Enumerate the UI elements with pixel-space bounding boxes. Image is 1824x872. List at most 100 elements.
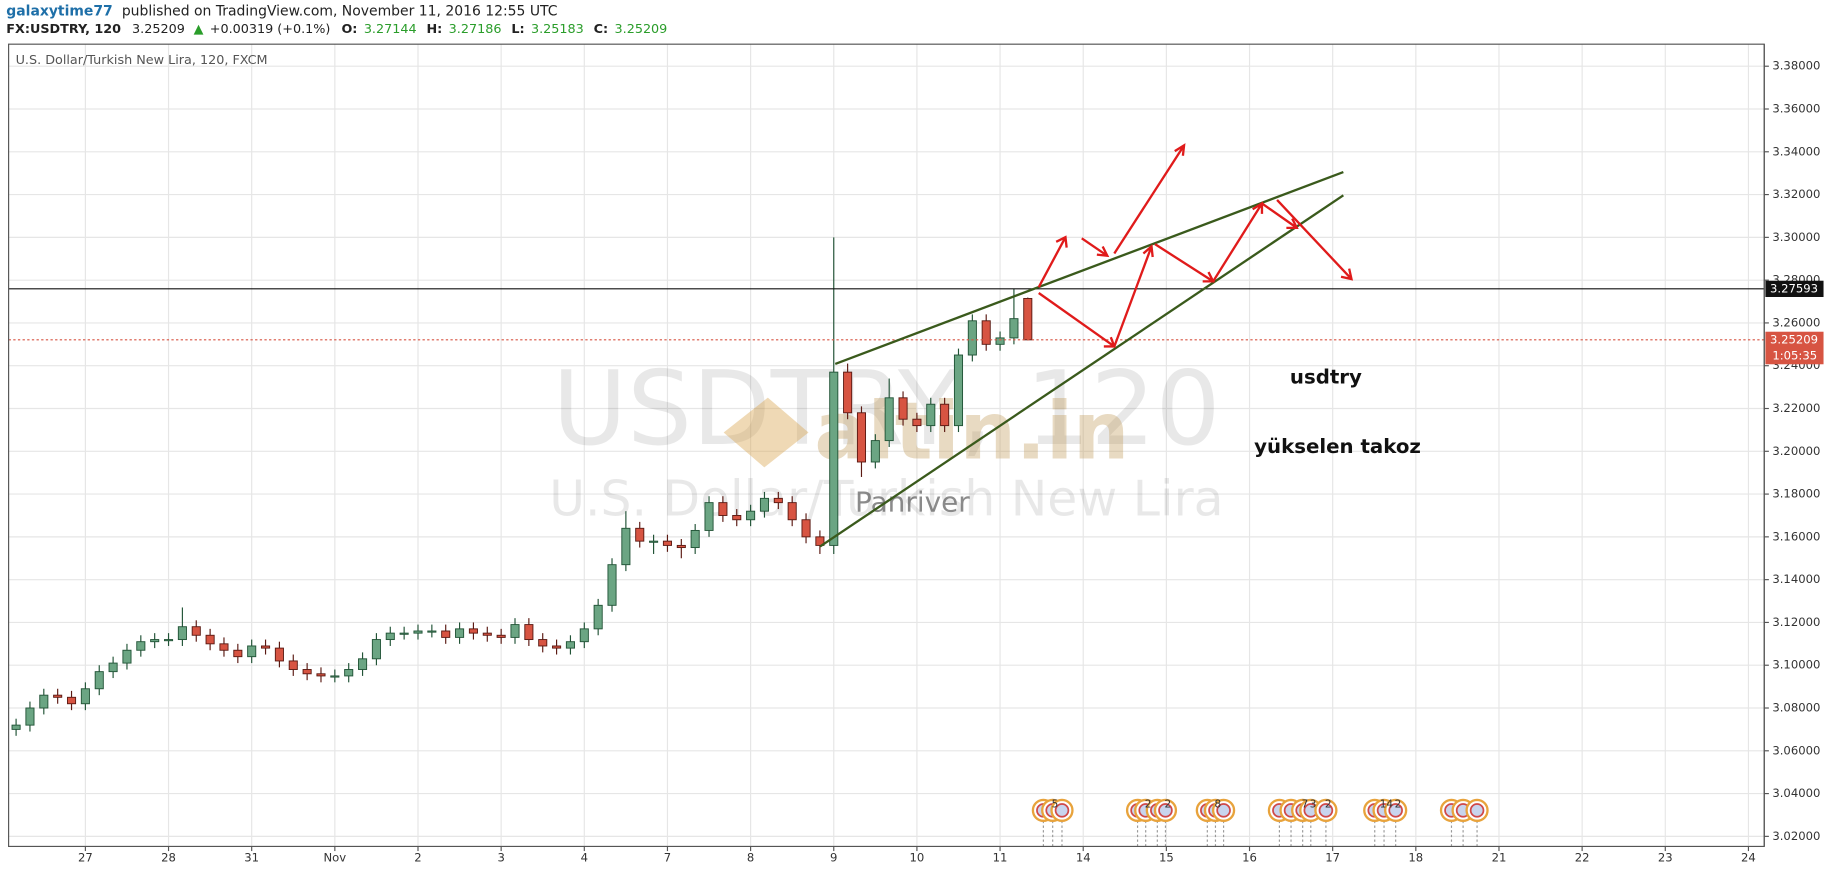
y-tick-label: 3.14000 xyxy=(1772,572,1820,586)
event-flag xyxy=(1469,803,1485,818)
h-label: H: xyxy=(426,22,442,37)
candle-body xyxy=(953,354,964,427)
arrow[interactable] xyxy=(1276,199,1354,281)
plot xyxy=(8,237,1765,736)
o-label: O: xyxy=(341,22,357,37)
trend-line-upper[interactable] xyxy=(834,170,1344,366)
candle-body xyxy=(247,645,257,658)
x-tick-label: Nov xyxy=(324,851,347,865)
candle-body xyxy=(995,337,1005,345)
published: published on TradingView.com, November 1… xyxy=(122,4,558,20)
logo: altin.in Panriver xyxy=(723,386,1129,518)
logo-caption: Panriver xyxy=(855,485,970,518)
event-flag xyxy=(1318,803,1334,818)
x-tick-label: 2 xyxy=(414,851,421,865)
y-tick-label: 3.30000 xyxy=(1772,230,1820,244)
header-bg xyxy=(0,0,1824,42)
last-price-tag xyxy=(1765,331,1824,365)
arrows[interactable] xyxy=(1037,143,1354,348)
author[interactable]: galaxytime77 xyxy=(6,4,112,20)
x-tick-label: 15 xyxy=(1159,851,1174,865)
annotation: usdtry xyxy=(1290,365,1362,388)
y-tick-label: 3.08000 xyxy=(1772,701,1820,715)
candle-body xyxy=(510,624,520,638)
candle-body xyxy=(884,397,894,442)
arrow: ▲ xyxy=(194,22,204,37)
arrow[interactable] xyxy=(1261,202,1299,230)
watermark-subtitle: U.S. Dollar/Turkish New Lira xyxy=(549,470,1223,527)
arrow[interactable] xyxy=(1113,244,1154,347)
candle-body xyxy=(288,660,298,670)
y-tick-label: 3.02000 xyxy=(1772,829,1820,843)
y-tick-label: 3.04000 xyxy=(1772,786,1820,800)
x-tick-label: 8 xyxy=(747,851,754,865)
event-flag xyxy=(1388,803,1403,818)
candle-body xyxy=(11,724,21,730)
annotation: yükselen takoz xyxy=(1254,435,1421,458)
arrow[interactable] xyxy=(1212,201,1264,282)
candle-body xyxy=(205,634,215,645)
candle-body xyxy=(718,502,728,516)
x-tick-label: 18 xyxy=(1408,851,1423,865)
last-price-label: 3.25209 xyxy=(1770,332,1818,346)
arrow[interactable] xyxy=(1081,237,1110,258)
candle-body xyxy=(690,529,700,549)
arrow[interactable] xyxy=(1154,243,1216,283)
candle-body xyxy=(926,403,936,427)
y-tick-label: 3.20000 xyxy=(1772,444,1820,458)
events: 5 2 2 8 7 3 2 14 2 xyxy=(1031,799,1489,847)
y-tick-label: 3.38000 xyxy=(1772,59,1820,73)
x-tick-label: 9 xyxy=(830,851,837,865)
l-label: L: xyxy=(511,22,524,37)
candle-body xyxy=(856,412,867,463)
candle-body xyxy=(621,527,631,566)
candle-body xyxy=(649,540,659,543)
y-tick-label: 3.26000 xyxy=(1772,315,1820,329)
header-line: galaxytime77 published on TradingView.co… xyxy=(6,4,557,20)
candle-body xyxy=(1009,318,1019,339)
candle-body xyxy=(829,371,839,546)
event-count: 5 xyxy=(1052,799,1059,811)
axes: 27 28 31 Nov 2 3 4 7 8 9 10 11 14 15 16 17 18 21 22 23 243.3… xyxy=(78,59,1824,865)
x-tick-label: 17 xyxy=(1325,851,1340,865)
candle-body xyxy=(427,630,437,633)
event-flag xyxy=(1216,803,1231,818)
x-tick-label: 16 xyxy=(1242,851,1257,865)
y-tick-label: 3.12000 xyxy=(1772,615,1820,629)
candle-body xyxy=(219,643,229,651)
logo-text: altin.in xyxy=(814,386,1129,478)
candle-body xyxy=(607,564,617,606)
y-tick-label: 3.36000 xyxy=(1772,102,1820,116)
candle-body xyxy=(593,604,603,630)
x-tick-label: 4 xyxy=(581,851,588,865)
grid xyxy=(8,44,1765,847)
candle-body xyxy=(524,624,534,641)
y-tick-label: 3.34000 xyxy=(1772,144,1820,158)
candle-body xyxy=(344,669,354,677)
candle-body xyxy=(538,639,548,647)
candle-body xyxy=(136,641,146,651)
arrow[interactable] xyxy=(1037,235,1068,288)
arrow[interactable] xyxy=(1038,292,1116,348)
y-tick-label: 3.16000 xyxy=(1772,529,1820,543)
candle-body xyxy=(676,544,686,549)
candle-body xyxy=(746,510,756,521)
x-tick-label: 27 xyxy=(78,851,93,865)
event-flag xyxy=(1054,803,1070,818)
candle-body xyxy=(330,675,340,678)
x-tick-label: 7 xyxy=(664,851,671,865)
x-tick-label: 10 xyxy=(910,851,925,865)
candle-body xyxy=(191,626,201,636)
candle-body xyxy=(358,658,368,670)
candle-body xyxy=(579,628,589,643)
candle-body xyxy=(565,641,575,649)
trend-line-lower[interactable] xyxy=(819,194,1344,548)
event-count: 2 xyxy=(1395,799,1402,811)
candle-body xyxy=(316,673,326,677)
arrow[interactable] xyxy=(1113,143,1186,255)
candle-body xyxy=(1023,297,1033,341)
hline-tag xyxy=(1765,280,1824,297)
candle-body xyxy=(66,696,77,705)
x-tick-label: 11 xyxy=(993,851,1008,865)
